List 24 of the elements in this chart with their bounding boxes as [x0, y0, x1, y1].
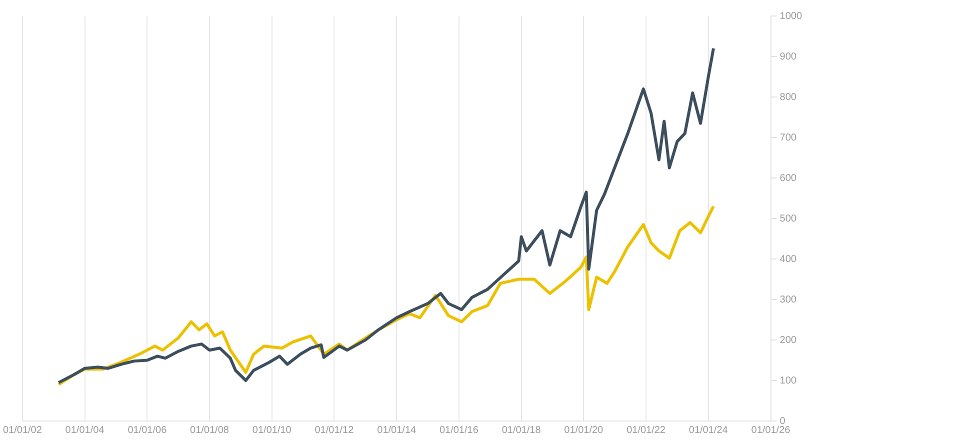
x-tick-label: 01/01/14 [377, 424, 417, 436]
x-tick-label: 01/01/08 [190, 424, 230, 436]
y-tick-label: 600 [780, 172, 797, 184]
x-tick-label: 01/01/12 [314, 424, 354, 436]
x-tick-label: 01/01/04 [65, 424, 105, 436]
x-tick-label: 01/01/24 [688, 424, 728, 436]
y-tick-label: 100 [780, 375, 797, 386]
y-tick-label: 0 [780, 416, 786, 427]
x-tick-label: 01/01/18 [502, 424, 542, 436]
y-tick-label: 800 [780, 92, 797, 103]
x-tick-label: 01/01/16 [439, 424, 479, 436]
y-tick-label: 300 [780, 294, 797, 306]
y-tick-label: 1000 [780, 10, 802, 22]
x-tick-label: 01/01/22 [626, 424, 666, 436]
y-tick-label: 400 [780, 254, 797, 265]
x-tick-label: 01/01/06 [128, 424, 168, 436]
x-tick-label: 01/01/20 [564, 424, 604, 436]
y-tick-label: 900 [780, 51, 797, 62]
y-tick-label: 500 [780, 213, 797, 224]
x-tick-label: 01/01/02 [2, 424, 42, 436]
x-tick-label: 01/01/10 [252, 424, 292, 436]
x-tick-label: 01/01/26 [751, 424, 791, 436]
y-tick-label: 200 [780, 334, 797, 346]
y-tick-label: 700 [780, 132, 797, 144]
